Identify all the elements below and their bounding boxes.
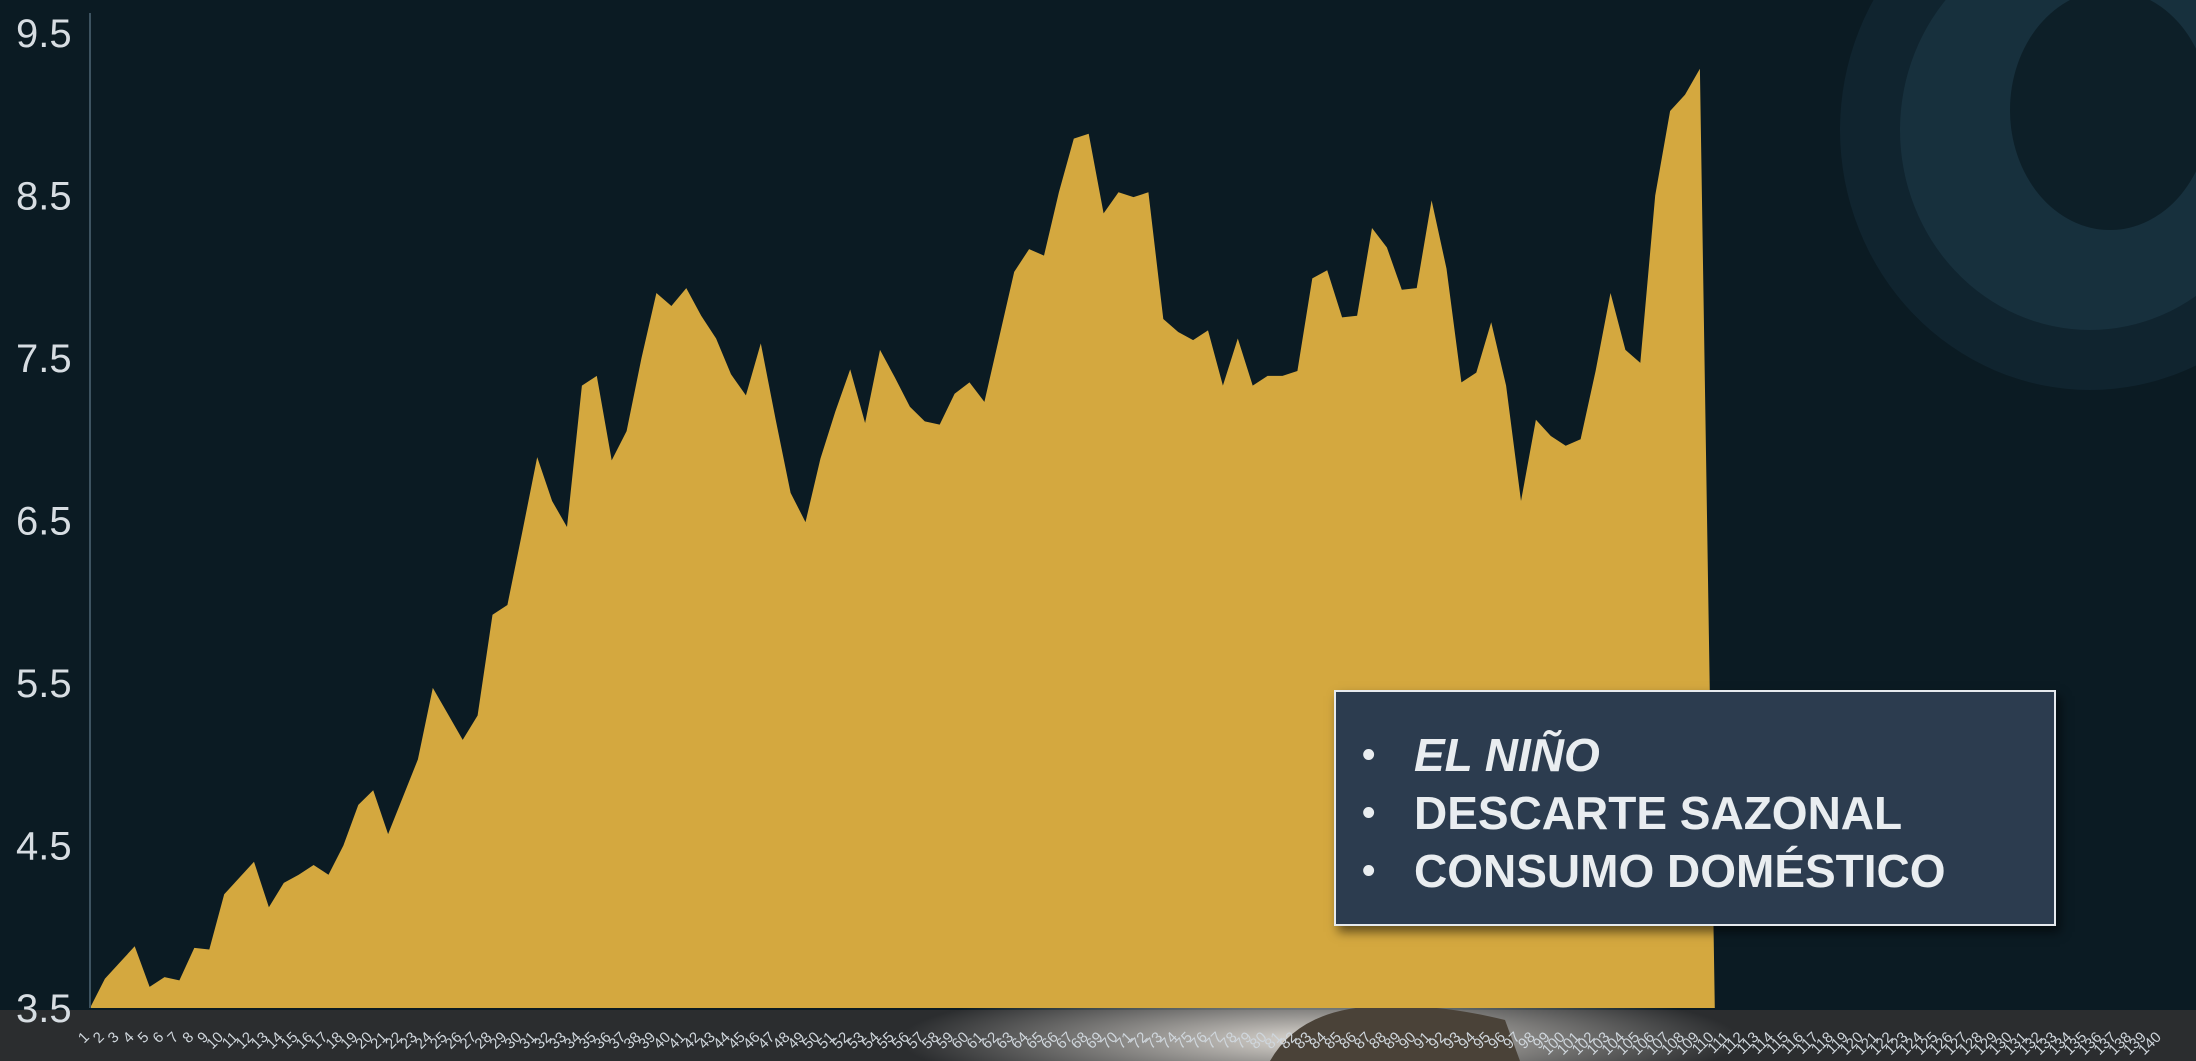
y-tick-label: 5.5 [16, 662, 72, 706]
y-tick-label: 8.5 [16, 175, 72, 219]
y-tick-label: 7.5 [16, 337, 72, 381]
animal-silhouette-icon [1270, 1005, 1520, 1061]
legend-item-label: EL NIÑO [1414, 729, 1600, 781]
y-tick-label: 6.5 [16, 500, 72, 544]
legend-item-el-nino: • EL NIÑO [1362, 726, 2054, 784]
y-tick-label: 4.5 [16, 825, 72, 869]
legend-list: • EL NIÑO • DESCARTE SAZONAL • CONSUMO DOMÉ… [1362, 726, 2054, 900]
legend-item-label: DESCARTE SAZONAL [1414, 787, 1903, 839]
legend-box: • EL NIÑO • DESCARTE SAZONAL • CONSUMO DOMÉ… [1334, 690, 2056, 926]
bullet-icon: • [1362, 792, 1376, 834]
legend-item-label: CONSUMO DOMÉSTICO [1414, 845, 1946, 897]
legend-item-descarte-sazonal: • DESCARTE SAZONAL [1362, 784, 2054, 842]
legend-item-consumo-domestico: • CONSUMO DOMÉSTICO [1362, 842, 2054, 900]
y-tick-label: 9.5 [16, 12, 72, 56]
y-tick-label: 3.5 [16, 987, 72, 1031]
bullet-icon: • [1362, 850, 1376, 892]
decorative-ring-graphic [1840, 0, 2196, 390]
bullet-icon: • [1362, 734, 1376, 776]
